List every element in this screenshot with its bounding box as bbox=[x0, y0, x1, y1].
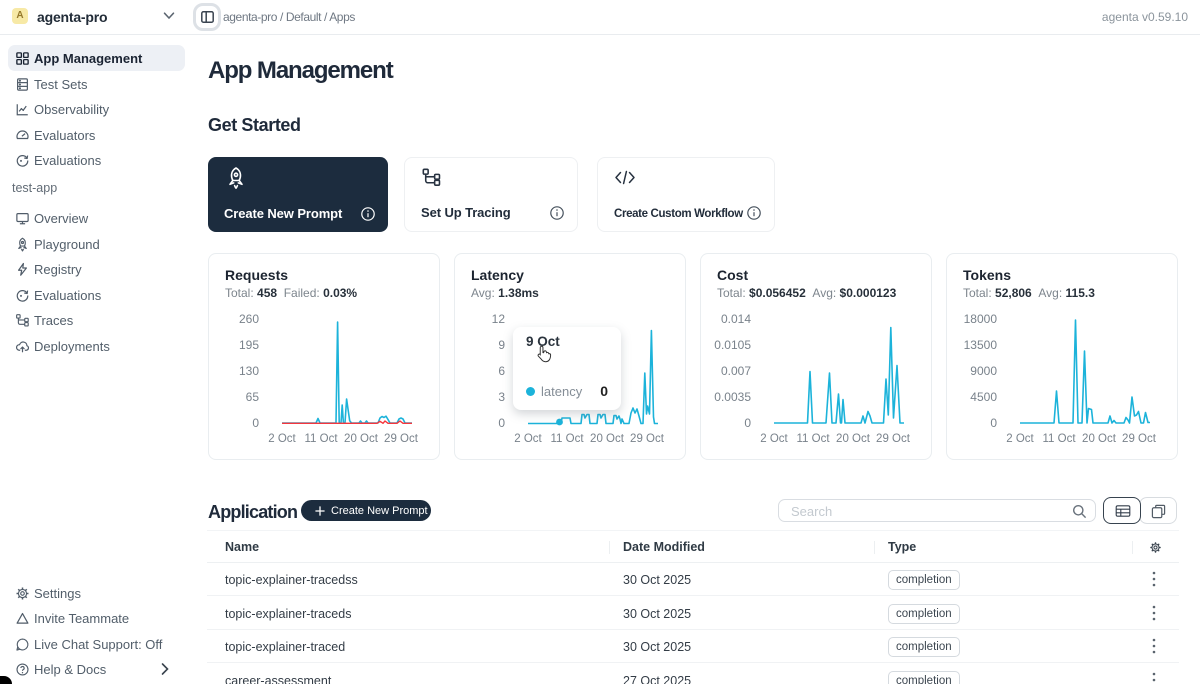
svg-text:20 Oct: 20 Oct bbox=[836, 433, 871, 445]
svg-text:4500: 4500 bbox=[970, 390, 997, 404]
svg-text:3: 3 bbox=[498, 390, 505, 404]
svg-text:6: 6 bbox=[498, 364, 505, 378]
svg-text:0.0035: 0.0035 bbox=[714, 390, 751, 404]
svg-text:0.014: 0.014 bbox=[721, 312, 751, 326]
svg-text:11 Oct: 11 Oct bbox=[796, 433, 830, 445]
svg-text:18000: 18000 bbox=[964, 312, 998, 326]
svg-text:0: 0 bbox=[252, 416, 259, 430]
svg-text:0.0105: 0.0105 bbox=[714, 338, 751, 352]
svg-text:13500: 13500 bbox=[964, 338, 998, 352]
svg-text:0.007: 0.007 bbox=[721, 364, 751, 378]
svg-text:11 Oct: 11 Oct bbox=[550, 433, 584, 445]
svg-text:9: 9 bbox=[498, 338, 505, 352]
svg-text:29 Oct: 29 Oct bbox=[630, 433, 665, 445]
svg-text:29 Oct: 29 Oct bbox=[384, 433, 419, 445]
svg-text:260: 260 bbox=[239, 312, 259, 326]
svg-text:65: 65 bbox=[246, 390, 260, 404]
svg-text:11 Oct: 11 Oct bbox=[1042, 433, 1076, 445]
svg-text:29 Oct: 29 Oct bbox=[1122, 433, 1157, 445]
svg-text:0: 0 bbox=[498, 416, 505, 430]
svg-text:20 Oct: 20 Oct bbox=[590, 433, 625, 445]
svg-text:195: 195 bbox=[239, 338, 259, 352]
svg-text:2 Oct: 2 Oct bbox=[514, 433, 542, 445]
svg-text:20 Oct: 20 Oct bbox=[1082, 433, 1117, 445]
svg-text:2 Oct: 2 Oct bbox=[760, 433, 788, 445]
svg-text:9000: 9000 bbox=[970, 364, 997, 378]
svg-text:0: 0 bbox=[990, 416, 997, 430]
svg-text:130: 130 bbox=[239, 364, 259, 378]
svg-text:0: 0 bbox=[744, 416, 751, 430]
svg-text:20 Oct: 20 Oct bbox=[344, 433, 379, 445]
svg-text:29 Oct: 29 Oct bbox=[876, 433, 911, 445]
svg-text:2 Oct: 2 Oct bbox=[268, 433, 296, 445]
svg-text:11 Oct: 11 Oct bbox=[304, 433, 338, 445]
svg-text:12: 12 bbox=[492, 312, 506, 326]
svg-text:2 Oct: 2 Oct bbox=[1006, 433, 1034, 445]
